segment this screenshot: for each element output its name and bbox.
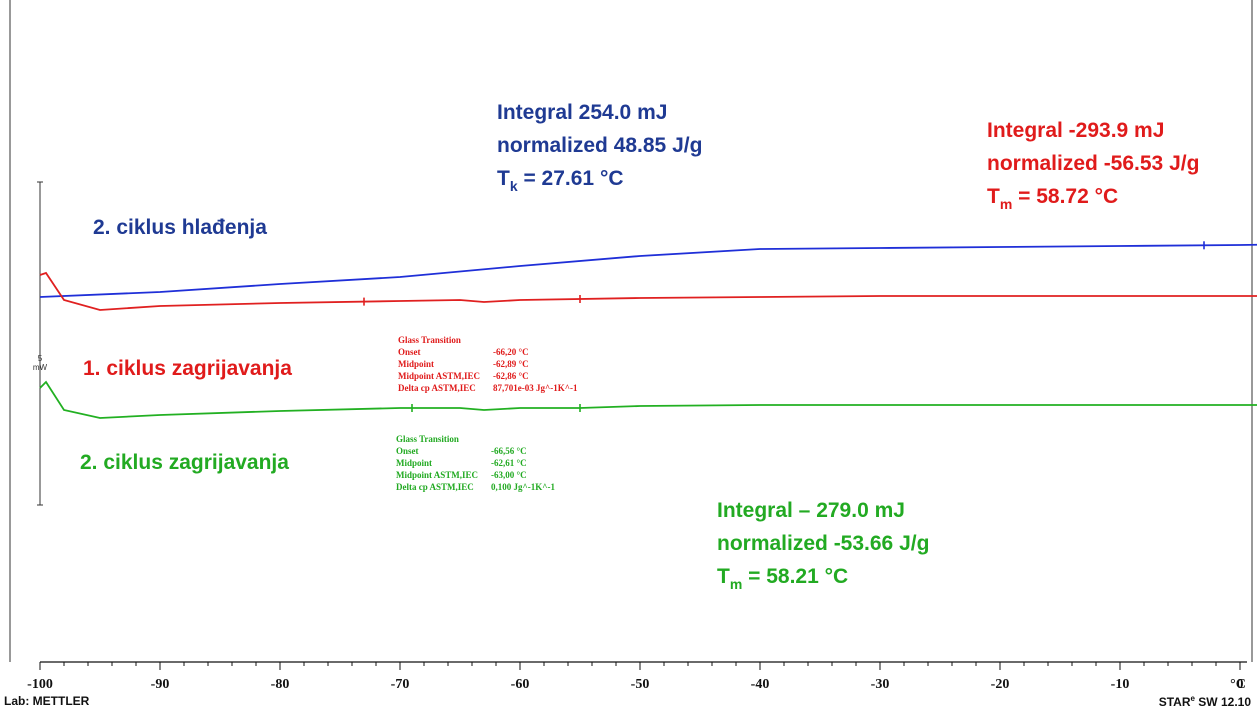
series-line-3 bbox=[39, 380, 1257, 419]
heating-2-peak-annotation: Integral – 279.0 mJ normalized -53.66 J/… bbox=[717, 494, 929, 601]
glass-transition-row: Onset -66,20 °C bbox=[398, 347, 529, 357]
x-tick-label: -90 bbox=[151, 677, 170, 692]
x-axis-unit: °C bbox=[1230, 677, 1246, 692]
series-line-1 bbox=[39, 243, 1257, 298]
scale-bar-label: 5 mW bbox=[30, 354, 50, 372]
glass-transition-row: Delta cp ASTM,IEC 0,100 Jg^-1K^-1 bbox=[396, 482, 555, 492]
heating-1-peak-annotation: Integral -293.9 mJ normalized -56.53 J/g… bbox=[987, 114, 1199, 221]
heating-2-normalized: normalized -53.66 J/g bbox=[717, 532, 930, 555]
x-axis-ticks: -100-90-80-70-60-50-40-30-20-10010203040… bbox=[27, 662, 1246, 692]
x-tick-label: -80 bbox=[271, 677, 290, 692]
software-label: STARe SW 12.10 bbox=[1158, 694, 1251, 709]
lab-label: Lab: METTLER bbox=[4, 694, 90, 708]
x-tick-label: -30 bbox=[871, 677, 890, 692]
series-line-2 bbox=[39, 271, 1257, 311]
x-tick-label: -60 bbox=[511, 677, 530, 692]
series-label-heating-1: 1. ciklus zagrijavanja bbox=[83, 357, 292, 380]
glass-transition-row: Midpoint -62,89 °C bbox=[398, 359, 529, 369]
curve-ticks bbox=[363, 241, 1205, 412]
cooling-peak-temperature: Tk = 27.61 °C bbox=[497, 167, 624, 194]
x-tick-label: -100 bbox=[27, 677, 53, 692]
cooling-integral: Integral 254.0 mJ bbox=[497, 101, 668, 124]
x-tick-label: -40 bbox=[751, 677, 770, 692]
glass-transition-title: Glass Transition bbox=[396, 434, 459, 444]
heating-2-peak-temperature: Tm = 58.21 °C bbox=[717, 565, 849, 592]
glass-transition-row: Onset -66,56 °C bbox=[396, 446, 527, 456]
glass-transition-box-heating-2: Glass Transition Onset -66,56 °C Midpoint… bbox=[396, 433, 555, 493]
series-lines bbox=[39, 243, 1257, 419]
scale-bar-unit: mW bbox=[32, 363, 48, 372]
scale-bar-value: 5 bbox=[37, 354, 43, 363]
glass-transition-row: Midpoint ASTM,IEC -62,86 °C bbox=[398, 371, 529, 381]
heating-2-integral: Integral – 279.0 mJ bbox=[717, 499, 905, 522]
glass-transition-row: Delta cp ASTM,IEC 87,701e-03 Jg^-1K^-1 bbox=[398, 383, 578, 393]
heating-1-normalized: normalized -56.53 J/g bbox=[987, 152, 1200, 175]
glass-transition-row: Midpoint ASTM,IEC -63,00 °C bbox=[396, 470, 527, 480]
heating-1-peak-temperature: Tm = 58.72 °C bbox=[987, 185, 1119, 212]
x-tick-label: -70 bbox=[391, 677, 410, 692]
cooling-normalized: normalized 48.85 J/g bbox=[497, 134, 703, 157]
cooling-peak-annotation: Integral 254.0 mJ normalized 48.85 J/g T… bbox=[497, 96, 702, 203]
glass-transition-row: Midpoint -62,61 °C bbox=[396, 458, 527, 468]
heating-1-integral: Integral -293.9 mJ bbox=[987, 119, 1165, 142]
series-label-heating-2: 2. ciklus zagrijavanja bbox=[80, 451, 289, 474]
x-tick-label: -50 bbox=[631, 677, 650, 692]
glass-transition-box-heating-1: Glass Transition Onset -66,20 °C Midpoint… bbox=[398, 334, 577, 394]
x-tick-label: 0 bbox=[1237, 677, 1244, 692]
series-label-cooling-2: 2. ciklus hlađenja bbox=[93, 216, 267, 239]
glass-transition-title: Glass Transition bbox=[398, 335, 461, 345]
x-tick-label: -20 bbox=[991, 677, 1010, 692]
x-tick-label: -10 bbox=[1111, 677, 1130, 692]
